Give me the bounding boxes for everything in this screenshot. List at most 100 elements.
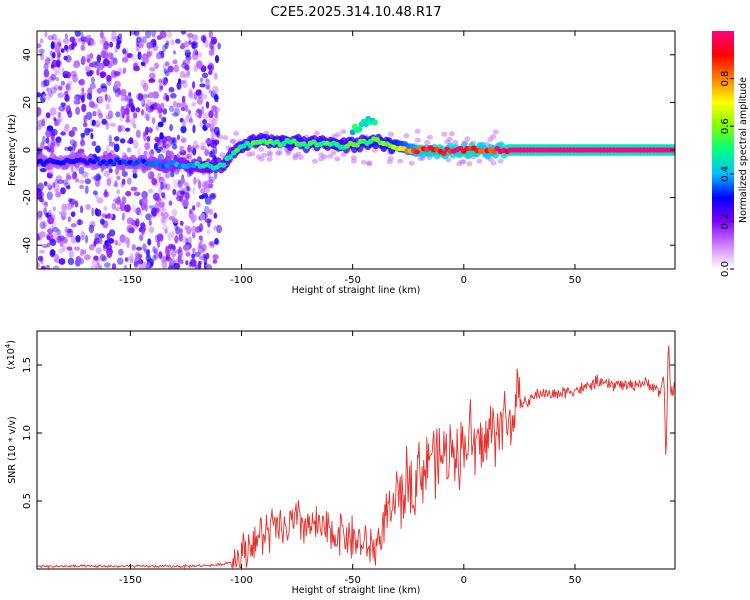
noise-speckle: [128, 137, 134, 145]
noise-speckle: [161, 216, 166, 223]
noise-speckle: [204, 39, 209, 48]
noise-speckle: [155, 125, 160, 131]
noise-speckle: [466, 161, 473, 167]
noise-speckle: [60, 48, 65, 53]
noise-speckle: [37, 210, 43, 218]
noise-speckle: [175, 38, 181, 44]
noise-speckle: [202, 119, 208, 125]
noise-speckle: [65, 185, 71, 190]
noise-speckle: [146, 42, 153, 50]
spectrogram-xlabel: Height of straight line (km): [292, 285, 421, 296]
noise-speckle: [124, 237, 130, 244]
snr-panel: -150 -100 -50 0 50 0.5 1.0 1.5 Height of straig…: [4, 330, 676, 596]
noise-speckle: [136, 36, 142, 44]
noise-speckle: [89, 244, 95, 251]
noise-speckle: [91, 207, 95, 217]
noise-speckle: [57, 111, 62, 119]
noise-speckle: [154, 136, 161, 143]
noise-speckle: [90, 220, 96, 226]
ridge-point: [94, 156, 100, 162]
noise-speckle: [59, 105, 63, 111]
colorbar-tick-label: 0.6: [720, 118, 731, 134]
noise-speckle: [109, 122, 116, 127]
noise-speckle: [60, 131, 66, 136]
noise-speckle: [51, 128, 58, 136]
noise-speckle: [43, 79, 50, 87]
noise-speckle: [61, 245, 67, 252]
noise-speckle: [168, 243, 174, 249]
noise-speckle: [116, 175, 121, 181]
spectrogram-ylabel: Frequency (Hz): [7, 114, 18, 186]
noise-speckle: [39, 191, 44, 198]
noise-speckle: [182, 118, 186, 128]
noise-speckle: [140, 61, 146, 67]
noise-speckle: [88, 69, 95, 75]
noise-speckle: [157, 146, 163, 151]
x-tick-label: -150: [119, 575, 142, 586]
noise-speckle: [171, 112, 179, 117]
noise-speckle: [199, 213, 206, 221]
noise-speckle: [53, 231, 59, 240]
noise-speckle: [178, 78, 182, 84]
noise-speckle: [66, 246, 72, 251]
noise-speckle: [176, 81, 183, 90]
noise-speckle: [145, 113, 150, 121]
noise-speckle: [180, 107, 186, 112]
noise-speckle: [84, 185, 89, 194]
noise-speckle: [112, 183, 119, 188]
noise-speckle: [47, 35, 54, 41]
noise-speckle: [114, 136, 120, 142]
noise-speckle: [84, 38, 90, 43]
noise-speckle: [84, 178, 92, 185]
noise-speckle: [214, 106, 220, 113]
noise-speckle: [80, 31, 84, 38]
noise-speckle: [97, 95, 104, 104]
noise-speckle: [85, 111, 93, 121]
noise-speckle: [131, 244, 136, 251]
noise-speckle: [190, 213, 197, 223]
noise-speckle: [54, 253, 60, 263]
noise-speckle: [67, 257, 75, 266]
noise-speckle: [199, 83, 206, 88]
noise-speckle: [132, 112, 138, 119]
noise-speckle: [160, 102, 165, 109]
noise-speckle: [139, 234, 144, 241]
noise-speckle: [104, 93, 108, 102]
noise-speckle: [127, 256, 134, 262]
noise-speckle: [148, 92, 154, 99]
noise-speckle: [169, 124, 174, 132]
noise-speckle: [213, 225, 219, 231]
noise-speckle: [45, 129, 52, 138]
noise-speckle: [441, 131, 448, 137]
noise-speckle: [209, 41, 214, 50]
snr-marks: [37, 345, 675, 569]
noise-speckle: [476, 158, 483, 164]
noise-speckle: [165, 135, 172, 142]
noise-speckle: [81, 39, 86, 45]
noise-speckle: [275, 150, 281, 156]
noise-speckle: [80, 132, 86, 139]
noise-speckle: [189, 208, 193, 214]
noise-speckle: [209, 194, 216, 200]
noise-speckle: [153, 248, 159, 254]
noise-speckle: [160, 212, 164, 217]
noise-speckle: [143, 132, 147, 142]
noise-speckle: [94, 233, 100, 240]
colorbar-tick-label: 0.8: [720, 71, 731, 87]
noise-speckle: [115, 111, 121, 118]
noise-speckle: [285, 150, 292, 156]
noise-speckle: [217, 134, 224, 140]
noise-speckle: [47, 57, 54, 62]
noise-speckle: [102, 150, 108, 157]
noise-speckle: [165, 40, 170, 46]
noise-speckle: [55, 175, 63, 182]
noise-speckle: [142, 94, 150, 99]
noise-speckle: [49, 239, 57, 246]
x-tick-label: 0: [461, 575, 467, 586]
noise-speckle: [130, 54, 138, 61]
noise-speckle: [40, 197, 45, 203]
noise-speckle: [188, 109, 191, 115]
noise-speckle: [58, 235, 65, 242]
noise-speckle: [90, 265, 97, 269]
noise-speckle: [159, 31, 167, 39]
